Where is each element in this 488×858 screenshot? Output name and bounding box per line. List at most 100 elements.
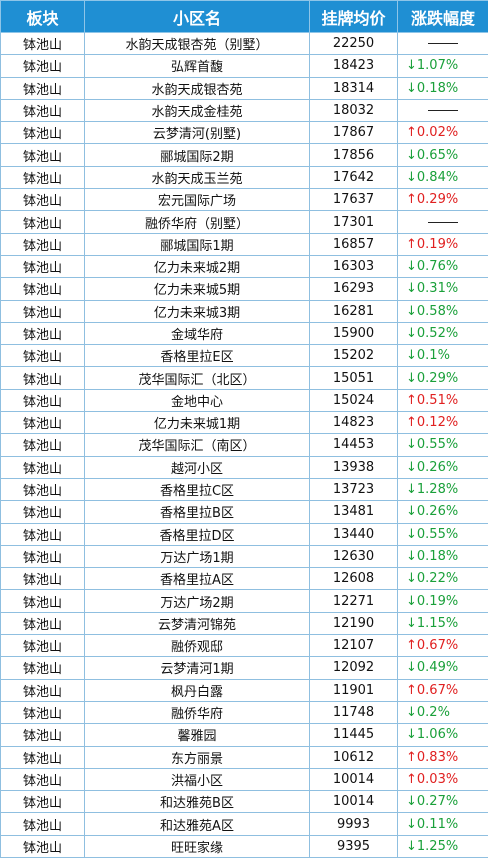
arrow-down-icon: ↓ <box>406 170 417 185</box>
cell-area: 钵池山 <box>1 768 85 790</box>
cell-listing-price: 14453 <box>310 434 398 456</box>
cell-area: 钵池山 <box>1 189 85 211</box>
table-row: 钵池山云梦清河(别墅)17867↑0.02% <box>1 122 488 144</box>
cell-listing-price: 12190 <box>310 612 398 634</box>
arrow-down-icon: ↓ <box>406 549 417 564</box>
cell-change: ↑0.51% <box>398 389 488 411</box>
change-value: 0.18% <box>417 81 458 96</box>
cell-area: 钵池山 <box>1 255 85 277</box>
cell-change: ↓0.26% <box>398 456 488 478</box>
arrow-down-icon: ↓ <box>406 794 417 809</box>
cell-community-name: 金域华府 <box>85 322 310 344</box>
cell-area: 钵池山 <box>1 523 85 545</box>
cell-area: 钵池山 <box>1 612 85 634</box>
cell-area: 钵池山 <box>1 456 85 478</box>
cell-listing-price: 17637 <box>310 189 398 211</box>
cell-listing-price: 18314 <box>310 77 398 99</box>
cell-area: 钵池山 <box>1 701 85 723</box>
change-value: 1.15% <box>417 616 458 631</box>
cell-listing-price: 10612 <box>310 746 398 768</box>
cell-area: 钵池山 <box>1 144 85 166</box>
cell-area: 钵池山 <box>1 77 85 99</box>
change-value: 0.67% <box>417 683 458 698</box>
cell-change: ↓0.76% <box>398 255 488 277</box>
arrow-down-icon: ↓ <box>406 281 417 296</box>
cell-change: ↓0.22% <box>398 568 488 590</box>
cell-community-name: 万达广场2期 <box>85 590 310 612</box>
cell-change: ↑0.83% <box>398 746 488 768</box>
arrow-down-icon: ↓ <box>406 705 417 720</box>
change-value: 0.52% <box>417 326 458 341</box>
cell-community-name: 香格里拉A区 <box>85 568 310 590</box>
cell-area: 钵池山 <box>1 278 85 300</box>
cell-area: 钵池山 <box>1 389 85 411</box>
dash-icon <box>428 110 458 111</box>
cell-change: ↑0.03% <box>398 768 488 790</box>
cell-listing-price: 22250 <box>310 33 398 55</box>
cell-community-name: 云梦清河1期 <box>85 657 310 679</box>
change-value: 1.06% <box>417 727 458 742</box>
cell-community-name: 香格里拉C区 <box>85 478 310 500</box>
cell-listing-price: 12271 <box>310 590 398 612</box>
arrow-down-icon: ↓ <box>406 839 417 854</box>
cell-community-name: 香格里拉B区 <box>85 501 310 523</box>
cell-listing-price: 18032 <box>310 99 398 121</box>
table-header-row: 板块 小区名 挂牌均价 涨跌幅度 <box>1 1 488 33</box>
cell-change: ↓1.28% <box>398 478 488 500</box>
arrow-down-icon: ↓ <box>406 660 417 675</box>
change-value: 0.03% <box>417 772 458 787</box>
arrow-down-icon: ↓ <box>406 326 417 341</box>
cell-community-name: 茂华国际汇（北区） <box>85 367 310 389</box>
cell-listing-price: 13481 <box>310 501 398 523</box>
cell-change: ↓0.49% <box>398 657 488 679</box>
change-value: 0.76% <box>417 259 458 274</box>
table-row: 钵池山茂华国际汇（南区）14453↓0.55% <box>1 434 488 456</box>
cell-listing-price: 17856 <box>310 144 398 166</box>
change-value: 0.2% <box>417 705 450 720</box>
cell-community-name: 香格里拉D区 <box>85 523 310 545</box>
arrow-down-icon: ↓ <box>406 81 417 96</box>
arrow-down-icon: ↓ <box>406 148 417 163</box>
cell-area: 钵池山 <box>1 55 85 77</box>
cell-area: 钵池山 <box>1 791 85 813</box>
cell-listing-price: 17642 <box>310 166 398 188</box>
cell-change: ↓1.06% <box>398 724 488 746</box>
cell-community-name: 枫丹白露 <box>85 679 310 701</box>
change-value: 0.02% <box>417 125 458 140</box>
cell-change: ↓0.58% <box>398 300 488 322</box>
cell-community-name: 郦城国际2期 <box>85 144 310 166</box>
cell-area: 钵池山 <box>1 211 85 233</box>
cell-change: ↓0.84% <box>398 166 488 188</box>
cell-community-name: 宏元国际广场 <box>85 189 310 211</box>
cell-change: ↑0.29% <box>398 189 488 211</box>
table-row: 钵池山融侨华府（别墅）17301 <box>1 211 488 233</box>
cell-listing-price: 13723 <box>310 478 398 500</box>
cell-change: ↓0.19% <box>398 590 488 612</box>
cell-community-name: 茂华国际汇（南区） <box>85 434 310 456</box>
cell-area: 钵池山 <box>1 679 85 701</box>
cell-community-name: 云梦清河锦苑 <box>85 612 310 634</box>
cell-community-name: 旺旺家缘 <box>85 835 310 857</box>
cell-listing-price: 16303 <box>310 255 398 277</box>
cell-area: 钵池山 <box>1 568 85 590</box>
change-value: 1.25% <box>417 839 458 854</box>
change-value: 1.07% <box>417 58 458 73</box>
cell-change <box>398 211 488 233</box>
cell-listing-price: 9395 <box>310 835 398 857</box>
change-value: 0.83% <box>417 750 458 765</box>
arrow-down-icon: ↓ <box>406 371 417 386</box>
cell-area: 钵池山 <box>1 322 85 344</box>
change-value: 0.29% <box>417 371 458 386</box>
